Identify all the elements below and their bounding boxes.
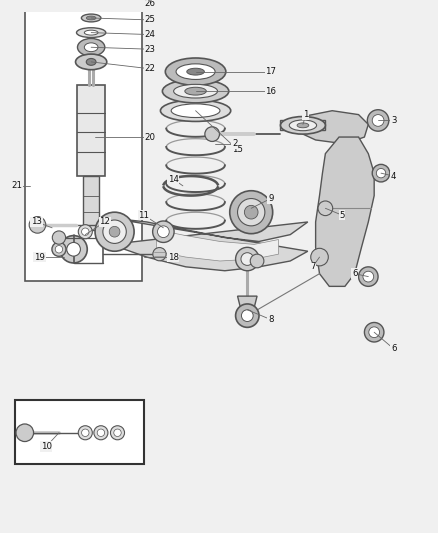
Ellipse shape: [173, 84, 218, 98]
Circle shape: [81, 429, 89, 437]
Circle shape: [97, 429, 105, 437]
Text: 18: 18: [168, 253, 179, 262]
Ellipse shape: [289, 120, 317, 131]
Ellipse shape: [162, 79, 229, 103]
Circle shape: [372, 164, 390, 182]
Ellipse shape: [86, 16, 96, 20]
Ellipse shape: [280, 117, 325, 134]
Text: 15: 15: [232, 145, 243, 154]
Text: 23: 23: [144, 45, 155, 54]
Ellipse shape: [81, 14, 101, 22]
Circle shape: [78, 426, 92, 440]
Text: 8: 8: [268, 315, 273, 324]
Circle shape: [237, 198, 265, 226]
Text: 6: 6: [391, 344, 396, 353]
Circle shape: [369, 327, 380, 337]
Text: 19: 19: [34, 253, 45, 262]
Text: 11: 11: [138, 211, 149, 220]
Text: 4: 4: [391, 172, 396, 181]
Circle shape: [67, 243, 81, 256]
Circle shape: [236, 304, 259, 327]
Text: 25: 25: [144, 15, 155, 25]
Text: 6: 6: [352, 269, 357, 278]
Circle shape: [236, 247, 259, 271]
Ellipse shape: [297, 123, 309, 128]
Ellipse shape: [187, 68, 205, 75]
Circle shape: [311, 248, 328, 266]
Ellipse shape: [85, 43, 98, 52]
Circle shape: [114, 429, 121, 437]
Text: 10: 10: [41, 442, 52, 451]
Circle shape: [158, 226, 169, 238]
Text: 3: 3: [391, 116, 396, 125]
Circle shape: [230, 191, 273, 233]
Text: 1: 1: [303, 110, 309, 119]
Circle shape: [376, 168, 386, 178]
Text: 12: 12: [99, 217, 110, 227]
Ellipse shape: [171, 104, 220, 118]
Circle shape: [367, 110, 389, 131]
Text: 16: 16: [265, 87, 276, 96]
Circle shape: [244, 205, 258, 219]
Circle shape: [205, 127, 219, 141]
FancyBboxPatch shape: [15, 400, 144, 464]
Circle shape: [241, 253, 254, 265]
Circle shape: [103, 220, 126, 244]
Polygon shape: [303, 111, 368, 144]
Polygon shape: [83, 176, 99, 230]
Text: 7: 7: [310, 262, 315, 271]
Circle shape: [78, 225, 92, 239]
Polygon shape: [316, 137, 374, 286]
Ellipse shape: [85, 30, 98, 35]
Text: 24: 24: [144, 30, 155, 39]
Circle shape: [109, 227, 120, 237]
Circle shape: [29, 216, 46, 233]
Text: 5: 5: [339, 211, 345, 220]
Circle shape: [359, 267, 378, 286]
Ellipse shape: [77, 28, 106, 37]
Circle shape: [81, 228, 89, 236]
Circle shape: [86, 0, 96, 3]
Polygon shape: [280, 120, 325, 130]
Circle shape: [152, 221, 174, 243]
FancyBboxPatch shape: [25, 0, 142, 280]
Circle shape: [110, 426, 124, 440]
Circle shape: [372, 115, 384, 126]
Text: 2: 2: [232, 139, 237, 148]
Circle shape: [16, 424, 34, 441]
Polygon shape: [111, 218, 308, 271]
Circle shape: [318, 201, 333, 216]
Circle shape: [52, 231, 66, 244]
Ellipse shape: [78, 38, 105, 56]
Circle shape: [363, 271, 374, 282]
Text: 14: 14: [168, 174, 179, 183]
Circle shape: [153, 247, 166, 261]
Ellipse shape: [165, 58, 226, 85]
Text: 9: 9: [268, 194, 273, 203]
Circle shape: [55, 246, 63, 253]
Circle shape: [52, 243, 66, 256]
Circle shape: [250, 254, 264, 268]
Ellipse shape: [176, 64, 215, 79]
Polygon shape: [78, 85, 105, 176]
Text: 13: 13: [31, 217, 42, 227]
Ellipse shape: [86, 59, 96, 66]
Ellipse shape: [160, 100, 231, 122]
Circle shape: [241, 310, 253, 321]
Circle shape: [95, 212, 134, 251]
Circle shape: [94, 426, 108, 440]
Circle shape: [364, 322, 384, 342]
Ellipse shape: [185, 87, 206, 95]
Ellipse shape: [75, 54, 107, 70]
Polygon shape: [237, 296, 257, 308]
Text: 20: 20: [144, 133, 155, 142]
Text: 22: 22: [144, 64, 155, 73]
Text: 26: 26: [144, 0, 155, 8]
Text: 21: 21: [11, 181, 22, 190]
Circle shape: [60, 236, 87, 263]
Polygon shape: [156, 230, 279, 261]
Text: 17: 17: [265, 67, 276, 76]
